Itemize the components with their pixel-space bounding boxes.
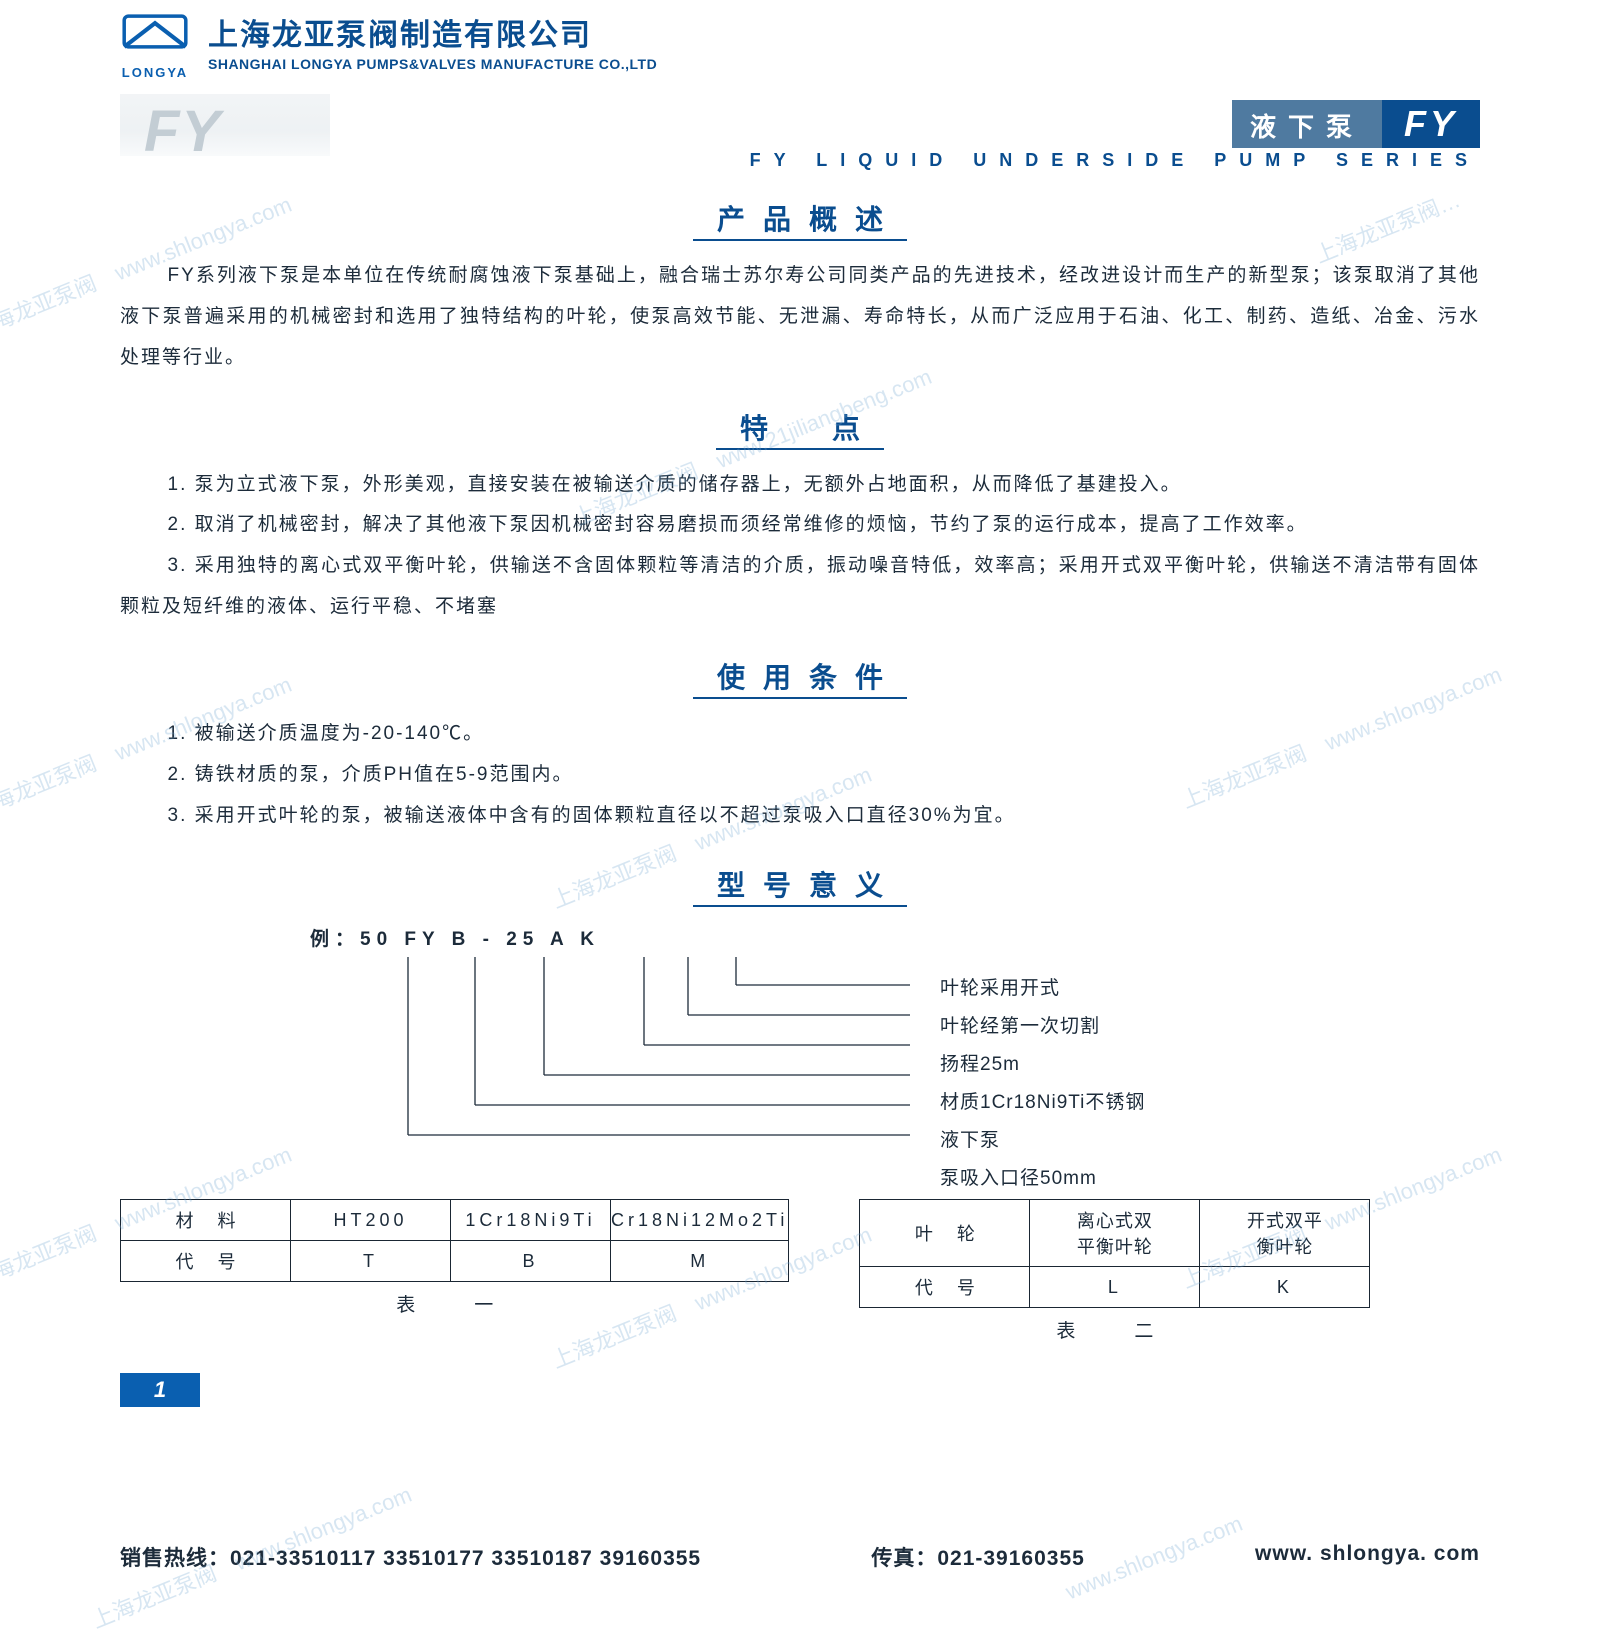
table-cell: M [611,1241,789,1282]
table-cell: 叶轮 [860,1200,1030,1267]
table-cell: 1Cr18Ni9Ti [451,1200,611,1241]
footer-fax: 传真：021-39160355 [871,1542,1084,1572]
table1-block: 材料 HT200 1Cr18Ni9Ti Cr18Ni12Mo2Ti 代号 T B… [120,1199,789,1343]
table-cell: HT200 [291,1200,451,1241]
section-title-features: 特 点 [120,407,1480,447]
company-block: 上海龙亚泵阀制造有限公司 SHANGHAI LONGYA PUMPS&VALVE… [208,10,657,72]
company-name-en: SHANGHAI LONGYA PUMPS&VALVES MANUFACTURE… [208,56,657,72]
page-number: 1 [120,1373,200,1407]
footer-hotline: 销售热线：021-33510117 33510177 33510187 3916… [120,1542,701,1572]
table-cell: Cr18Ni12Mo2Ti [611,1200,789,1241]
footer-site: www. shlongya. com [1255,1542,1480,1572]
model-diagram-lines [120,957,1480,1177]
logo-icon [120,10,190,65]
banner: FY 液下泵 FY FY LIQUID UNDERSIDE PUMP SERIE… [120,98,1480,170]
table-cell: 材料 [121,1200,291,1241]
conditions-list: 1. 被输送介质温度为-20-140℃。 2. 铸铁材质的泵，介质PH值在5-9… [120,714,1480,837]
table2-caption: 表 二 [859,1316,1370,1343]
model-diagram: 叶轮采用开式 叶轮经第一次切割 扬程25m 材质1Cr18Ni9Ti不锈钢 液下… [120,957,1480,1187]
section-title-overview: 产品概述 [120,198,1480,238]
section-title-model-text: 型号意义 [693,870,907,907]
table-row: 代号 L K [860,1267,1370,1308]
table2-block: 叶轮 离心式双 平衡叶轮 开式双平 衡叶轮 代号 L K 表 二 [859,1199,1370,1343]
header: LONGYA 上海龙亚泵阀制造有限公司 SHANGHAI LONGYA PUMP… [120,0,1480,80]
features-list: 1. 泵为立式液下泵，外形美观，直接安装在被输送介质的储存器上，无额外占地面积，… [120,465,1480,628]
legend-item: 泵吸入口径50mm [940,1163,1145,1190]
condition-item: 2. 铸铁材质的泵，介质PH值在5-9范围内。 [120,755,1480,796]
feature-item: 3. 采用独特的离心式双平衡叶轮，供输送不含固体颗粒等清洁的介质，振动噪音特低，… [120,546,1480,628]
company-name-cn: 上海龙亚泵阀制造有限公司 [208,10,657,54]
table-row: 叶轮 离心式双 平衡叶轮 开式双平 衡叶轮 [860,1200,1370,1267]
section-title-conditions-text: 使用条件 [693,662,907,699]
legend-item: 材质1Cr18Ni9Ti不锈钢 [940,1087,1145,1114]
table-cell: 代号 [121,1241,291,1282]
legend-item: 液下泵 [940,1125,1145,1152]
banner-subtitle: FY LIQUID UNDERSIDE PUMP SERIES [120,150,1480,171]
table-cell: K [1200,1267,1370,1308]
footer: 销售热线：021-33510117 33510177 33510187 3916… [120,1542,1480,1572]
table-materials: 材料 HT200 1Cr18Ni9Ti Cr18Ni12Mo2Ti 代号 T B… [120,1199,789,1282]
table-impeller: 叶轮 离心式双 平衡叶轮 开式双平 衡叶轮 代号 L K [859,1199,1370,1308]
banner-right: 液下泵 FY [1232,100,1480,148]
model-example: 例：50 FY B - 25 A K [310,924,1480,951]
condition-item: 3. 采用开式叶轮的泵，被输送液体中含有的固体颗粒直径以不超过泵吸入口直径30%… [120,796,1480,837]
table-cell: B [451,1241,611,1282]
feature-item: 2. 取消了机械密封，解决了其他液下泵因机械密封容易磨损而须经常维修的烦恼，节约… [120,505,1480,546]
legend-item: 扬程25m [940,1049,1145,1076]
logo-text: LONGYA [122,65,188,80]
section-title-overview-text: 产品概述 [693,204,907,241]
table-row: 代号 T B M [121,1241,789,1282]
section-title-features-text: 特 点 [716,413,884,450]
legend-item: 叶轮采用开式 [940,973,1145,1000]
banner-badge-cn: 液下泵 [1232,100,1382,148]
table-cell: 开式双平 衡叶轮 [1200,1200,1370,1267]
legend-item: 叶轮经第一次切割 [940,1011,1145,1038]
table-cell: 代号 [860,1267,1030,1308]
condition-item: 1. 被输送介质温度为-20-140℃。 [120,714,1480,755]
overview-body: FY系列液下泵是本单位在传统耐腐蚀液下泵基础上，融合瑞士苏尔寿公司同类产品的先进… [120,256,1480,379]
feature-item: 1. 泵为立式液下泵，外形美观，直接安装在被输送介质的储存器上，无额外占地面积，… [120,465,1480,506]
table-cell: T [291,1241,451,1282]
table-cell: 离心式双 平衡叶轮 [1030,1200,1200,1267]
table-cell: L [1030,1267,1200,1308]
section-title-conditions: 使用条件 [120,656,1480,696]
table-row: 材料 HT200 1Cr18Ni9Ti Cr18Ni12Mo2Ti [121,1200,789,1241]
logo: LONGYA [120,10,190,80]
section-title-model: 型号意义 [120,864,1480,904]
model-legend: 叶轮采用开式 叶轮经第一次切割 扬程25m 材质1Cr18Ni9Ti不锈钢 液下… [940,973,1145,1190]
table1-caption: 表 一 [120,1290,789,1317]
tables-row: 材料 HT200 1Cr18Ni9Ti Cr18Ni12Mo2Ti 代号 T B… [120,1199,1480,1343]
banner-badge-fy: FY [1382,100,1480,148]
